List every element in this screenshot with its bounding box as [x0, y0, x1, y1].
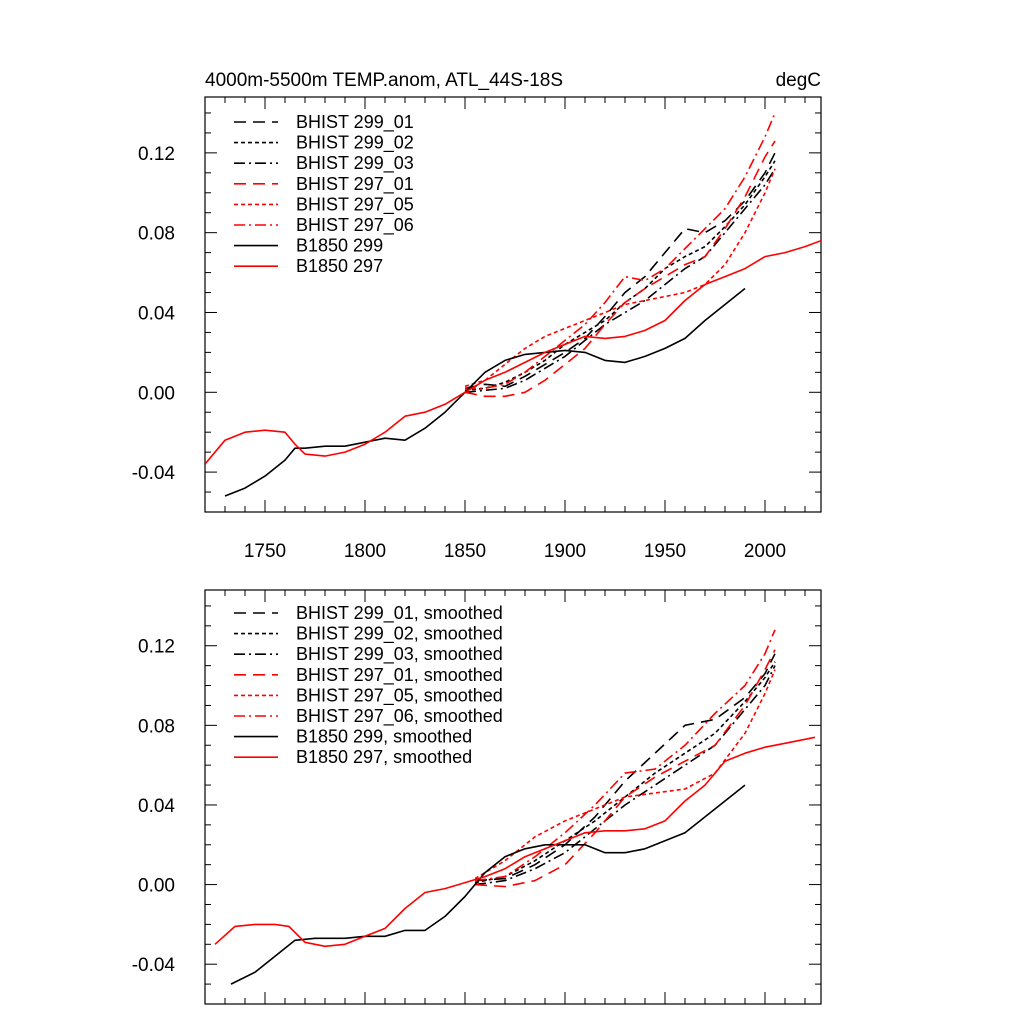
- x-tick-label: 1800: [344, 541, 386, 562]
- legend-label: BHIST 299_02: [296, 133, 414, 154]
- x-axis-ticks: [204, 590, 806, 1004]
- plot-frame: [204, 96, 822, 513]
- legend-label: BHIST 299_01: [296, 112, 414, 133]
- legend-label: BHIST 297_01, smoothed: [296, 665, 503, 686]
- y-tick-label: 0.00: [138, 876, 175, 897]
- legend-label: BHIST 297_01: [296, 174, 414, 195]
- legend-label: BHIST 299_03: [296, 153, 414, 174]
- y-tick-label: 0.04: [138, 303, 175, 324]
- plot-frame: [204, 589, 822, 1005]
- series-line-b1850-297: [205, 239, 821, 465]
- legend-label: BHIST 299_03, smoothed: [296, 644, 503, 665]
- units-label: degC: [776, 70, 821, 91]
- y-tick-label: -0.04: [132, 955, 176, 976]
- x-tick-label: 2000: [744, 541, 786, 562]
- series-line-bhist-299-02-smoothed: [474, 661, 776, 884]
- series-line-bhist-297-01: [464, 140, 776, 398]
- series-line-bhist-299-01: [464, 152, 776, 390]
- x-axis-ticks: [204, 97, 806, 512]
- legend-label: B1850 297: [296, 256, 383, 276]
- series-line-b1850-297-smoothed: [214, 736, 816, 948]
- y-axis-ticks: [205, 605, 821, 1005]
- bottom-panel: -0.04 0.00 0.04 0.08 0.12 BHIST 299_01, smoot…: [132, 589, 822, 1005]
- legend-label: BHIST 299_01, smoothed: [296, 603, 503, 624]
- legend-label: B1850 297, smoothed: [296, 747, 472, 767]
- legend-label: BHIST 297_05, smoothed: [296, 685, 503, 706]
- series-line-bhist-299-01-smoothed: [474, 653, 776, 882]
- x-tick-label: 1900: [544, 541, 586, 562]
- series-line-bhist-299-03-smoothed: [474, 665, 776, 886]
- y-tick-label: 0.12: [138, 144, 175, 165]
- series-lines: [214, 629, 816, 985]
- legend-label: BHIST 297_05: [296, 194, 414, 215]
- y-tick-label: 0.12: [138, 637, 175, 658]
- y-axis-ticks: [205, 112, 821, 513]
- chart-title: 4000m-5500m TEMP.anom, ATL_44S-18S: [205, 70, 563, 91]
- series-line-b1850-299-smoothed: [230, 784, 746, 985]
- legend-label: B1850 299, smoothed: [296, 727, 472, 747]
- series-lines: [205, 112, 821, 497]
- series-line-bhist-297-05: [464, 168, 776, 388]
- top-panel: 1750 1800 1850 1900 1950 2000 -0.04 0.00 0.04 0.0…: [132, 96, 822, 562]
- y-tick-label: 0.04: [138, 796, 175, 817]
- legend-label: BHIST 297_06, smoothed: [296, 706, 503, 727]
- y-tick-label: 0.00: [138, 383, 175, 404]
- series-line-bhist-299-03: [464, 168, 776, 394]
- y-tick-label: 0.08: [138, 224, 175, 245]
- legend-label: BHIST 297_06: [296, 215, 414, 236]
- x-tick-label: 1750: [244, 541, 286, 562]
- series-line-bhist-297-06-smoothed: [474, 629, 776, 882]
- y-tick-label: -0.04: [132, 463, 176, 484]
- legend-label: B1850 299: [296, 236, 383, 256]
- legend-label: BHIST 299_02, smoothed: [296, 624, 503, 645]
- series-line-bhist-297-06: [465, 112, 776, 390]
- series-line-bhist-297-05-smoothed: [474, 669, 776, 880]
- x-tick-label: 1850: [444, 541, 486, 562]
- y-tick-label: 0.08: [138, 716, 175, 737]
- x-tick-label: 1950: [644, 541, 686, 562]
- series-line-bhist-297-01-smoothed: [474, 649, 776, 888]
